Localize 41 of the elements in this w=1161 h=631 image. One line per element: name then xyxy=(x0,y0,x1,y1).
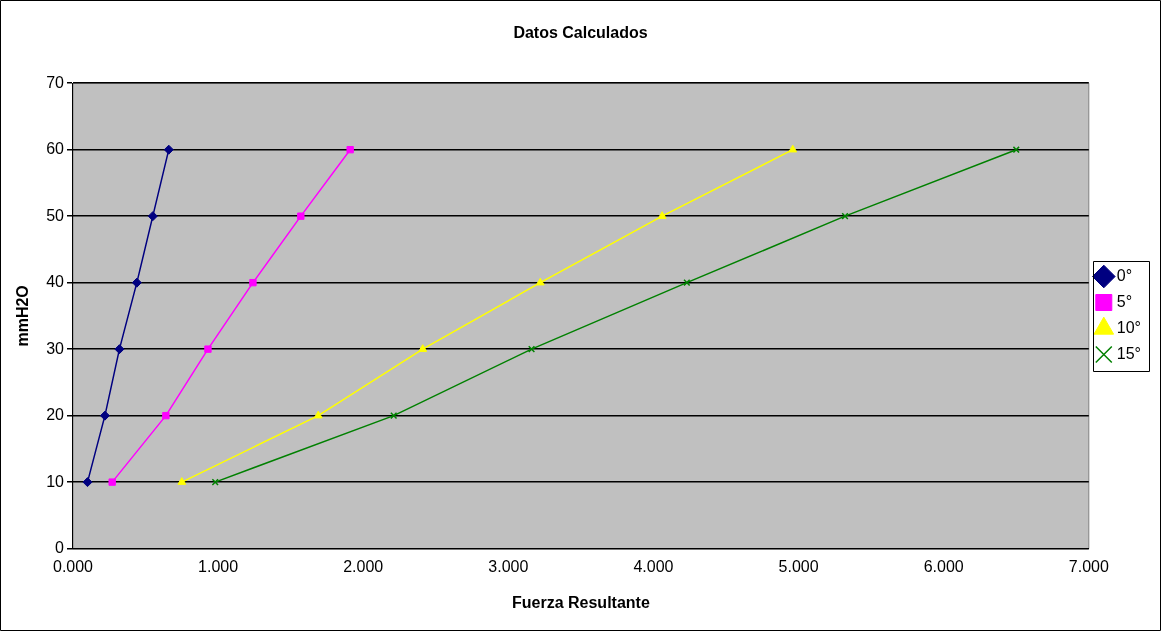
point xyxy=(204,345,212,353)
x-axis-title: Fuerza Resultante xyxy=(511,593,650,611)
point xyxy=(313,410,323,419)
x-tick-label: 0.000 xyxy=(52,557,94,575)
y-tick-label: 40 xyxy=(46,273,65,291)
y-axis-title: mmH2O xyxy=(14,285,32,347)
point xyxy=(163,144,174,155)
point xyxy=(418,344,428,352)
x-tick-label: 5.000 xyxy=(778,557,819,575)
point xyxy=(114,344,125,355)
point xyxy=(535,277,545,286)
legend-label: 15° xyxy=(1116,344,1142,362)
point xyxy=(657,211,667,219)
point xyxy=(249,278,257,287)
point xyxy=(177,477,187,485)
y-tick-label: 20 xyxy=(46,406,65,424)
chart-title: Datos Calculados xyxy=(513,24,648,42)
point xyxy=(162,411,170,420)
y-tick-label: 0 xyxy=(55,539,65,557)
x-tick-label: 1.000 xyxy=(198,557,239,575)
x-tick-label: 3.000 xyxy=(488,557,529,575)
point xyxy=(346,146,354,154)
point xyxy=(82,477,93,488)
legend-label: 10° xyxy=(1116,318,1142,336)
y-tick-label: 30 xyxy=(46,339,65,357)
point xyxy=(131,277,142,288)
legend-label: 5° xyxy=(1116,292,1133,310)
x-tick-label: 6.000 xyxy=(923,557,964,575)
x-tick-label: 7.000 xyxy=(1068,557,1109,575)
y-tick-label: 50 xyxy=(46,206,65,224)
point xyxy=(297,212,305,220)
legend-label: 0° xyxy=(1116,266,1133,284)
y-tick-label: 10 xyxy=(46,472,65,490)
point xyxy=(99,410,110,421)
point xyxy=(147,211,158,222)
x-tick-label: 4.000 xyxy=(633,557,674,575)
y-tick-label: 60 xyxy=(46,140,65,158)
x-tick-label: 2.000 xyxy=(343,557,384,575)
point xyxy=(788,144,798,153)
y-tick-label: 70 xyxy=(46,73,65,91)
point xyxy=(108,478,116,486)
